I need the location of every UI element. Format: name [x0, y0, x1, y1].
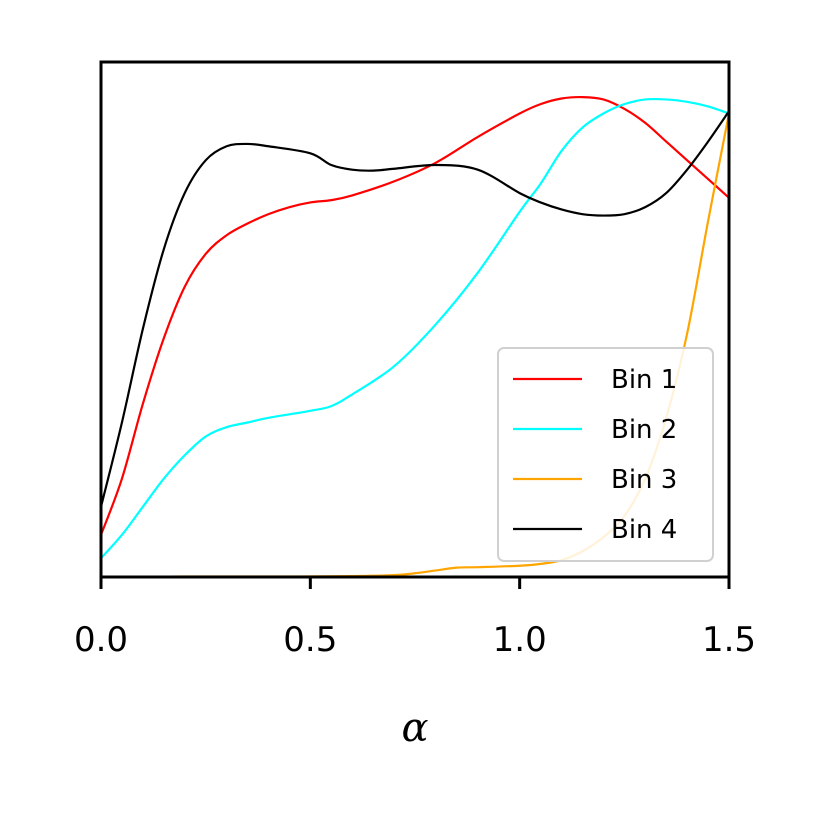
legend: Bin 1 Bin 2 Bin 3 Bin 4 — [497, 347, 714, 562]
legend-label-2: Bin 2 — [611, 415, 677, 445]
series-line-4 — [99, 110, 730, 508]
x-tick-label-3: 1.0 — [493, 620, 547, 660]
x-tick-label-2: 0.5 — [283, 620, 337, 660]
series-line-2 — [100, 97, 730, 560]
x-axis-label: α — [401, 705, 428, 751]
x-axis: 0.0 0.5 1.0 1.5 — [74, 577, 756, 660]
legend-label-3: Bin 3 — [611, 465, 677, 495]
series-line-1 — [99, 95, 730, 536]
plot-frame — [99, 60, 731, 579]
x-tick-label-1: 0.0 — [74, 620, 128, 660]
legend-box — [497, 347, 714, 562]
legend-label-1: Bin 1 — [611, 365, 677, 395]
legend-label-4: Bin 4 — [611, 515, 677, 545]
x-tick-label-4: 1.5 — [702, 620, 756, 660]
